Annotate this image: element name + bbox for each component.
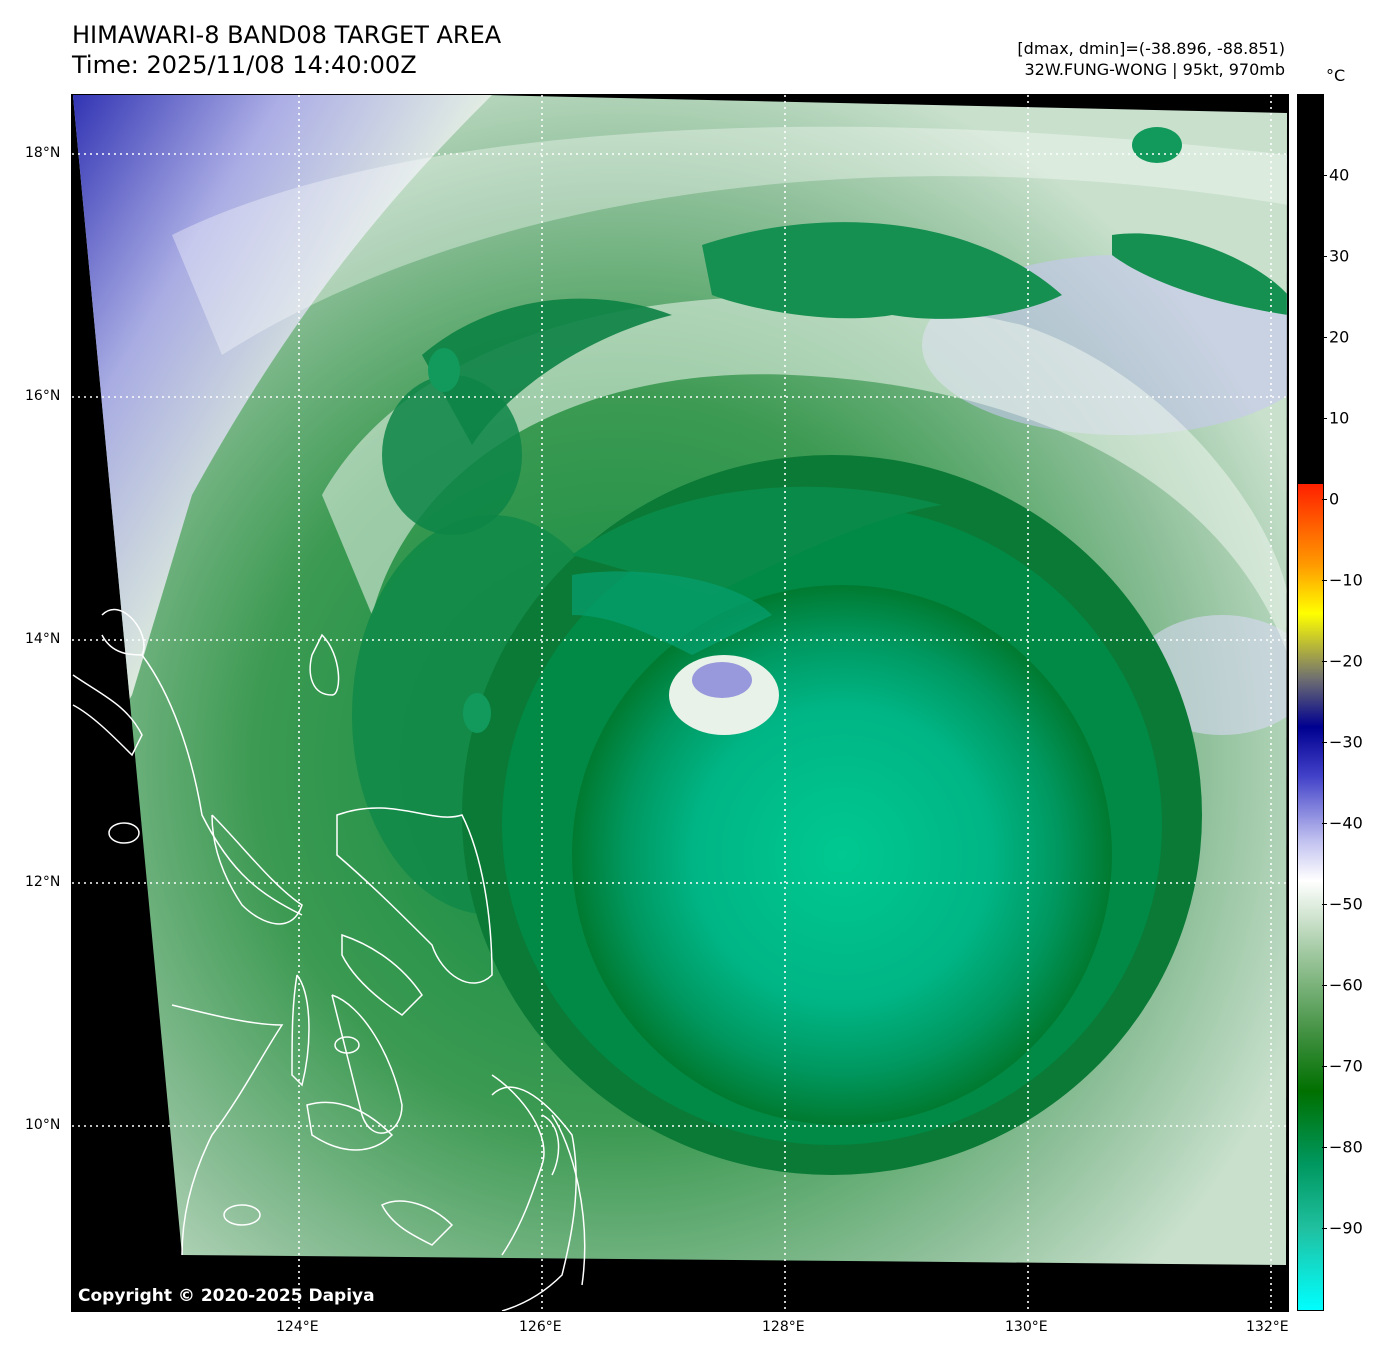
colorbar-tick-label: −40 bbox=[1329, 813, 1363, 833]
colorbar-tick-mark bbox=[1322, 256, 1327, 257]
colorbar-tick-label: −30 bbox=[1329, 732, 1363, 752]
colorbar-tick-mark bbox=[1322, 418, 1327, 419]
lon-label-126: 126°E bbox=[519, 1319, 562, 1335]
info-line-1: [dmax, dmin]=(-38.896, -88.851) bbox=[1017, 39, 1285, 58]
colorbar-tick-label: −70 bbox=[1329, 1056, 1363, 1076]
colorbar-tick-mark bbox=[1322, 823, 1327, 824]
cloud-imagery bbox=[73, 95, 1287, 1265]
lat-label-14: 14°N bbox=[25, 631, 61, 647]
colorbar-tick-label: 40 bbox=[1329, 165, 1350, 185]
chart-title: HIMAWARI-8 BAND08 TARGET AREA Time: 2025… bbox=[72, 20, 501, 80]
colorbar-tick-mark bbox=[1322, 337, 1327, 338]
satellite-map: Copyright © 2020-2025 Dapiya bbox=[71, 94, 1289, 1312]
lon-label-132: 132°E bbox=[1246, 1319, 1289, 1335]
lat-label-10: 10°N bbox=[25, 1117, 61, 1133]
colorbar-tick-mark bbox=[1322, 985, 1327, 986]
colorbar-tick-mark bbox=[1322, 499, 1327, 500]
lat-label-16: 16°N bbox=[25, 388, 61, 404]
colorbar-tick-label: −50 bbox=[1329, 894, 1363, 914]
colorbar-tick-mark bbox=[1322, 580, 1327, 581]
colorbar-tick-mark bbox=[1322, 1147, 1327, 1148]
lat-label-18: 18°N bbox=[25, 145, 61, 161]
title-line-1: HIMAWARI-8 BAND08 TARGET AREA bbox=[72, 21, 502, 49]
satellite-image: Copyright © 2020-2025 Dapiya bbox=[72, 95, 1288, 1312]
colorbar-tick-mark bbox=[1322, 904, 1327, 905]
lon-label-124: 124°E bbox=[276, 1319, 319, 1335]
storm-info: [dmax, dmin]=(-38.896, -88.851) 32W.FUNG… bbox=[1017, 38, 1285, 80]
colorbar-tick-mark bbox=[1322, 742, 1327, 743]
colorbar-tick-mark bbox=[1322, 175, 1327, 176]
title-line-2: Time: 2025/11/08 14:40:00Z bbox=[72, 51, 417, 79]
colorbar-tick-label: −90 bbox=[1329, 1218, 1363, 1238]
copyright-text: Copyright © 2020-2025 Dapiya bbox=[78, 1286, 375, 1306]
gridlines bbox=[72, 95, 1288, 1311]
colorbar-tick-mark bbox=[1322, 1228, 1327, 1229]
colorbar-tick-label: −20 bbox=[1329, 651, 1363, 671]
colorbar bbox=[1297, 94, 1324, 1311]
colorbar-unit: °C bbox=[1326, 66, 1346, 85]
colorbar-tick-mark bbox=[1322, 1066, 1327, 1067]
colorbar-tick-label: −60 bbox=[1329, 975, 1363, 995]
colorbar-tick-label: −10 bbox=[1329, 570, 1363, 590]
lat-label-12: 12°N bbox=[25, 874, 61, 890]
lon-label-128: 128°E bbox=[762, 1319, 805, 1335]
lon-label-130: 130°E bbox=[1005, 1319, 1048, 1335]
colorbar-tick-label: 30 bbox=[1329, 246, 1350, 266]
colorbar-tick-mark bbox=[1322, 661, 1327, 662]
colorbar-tick-label: 0 bbox=[1329, 489, 1340, 509]
info-line-2: 32W.FUNG-WONG | 95kt, 970mb bbox=[1024, 60, 1285, 79]
colorbar-tick-label: −80 bbox=[1329, 1137, 1363, 1157]
colorbar-tick-label: 20 bbox=[1329, 327, 1350, 347]
colorbar-tick-label: 10 bbox=[1329, 408, 1350, 428]
